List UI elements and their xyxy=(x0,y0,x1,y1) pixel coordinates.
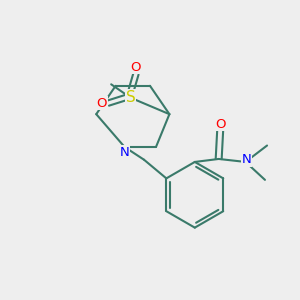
Text: O: O xyxy=(131,61,141,74)
Text: S: S xyxy=(126,90,136,105)
Text: N: N xyxy=(120,146,130,159)
Text: O: O xyxy=(96,97,107,110)
Text: N: N xyxy=(241,153,251,166)
Text: O: O xyxy=(215,118,225,130)
